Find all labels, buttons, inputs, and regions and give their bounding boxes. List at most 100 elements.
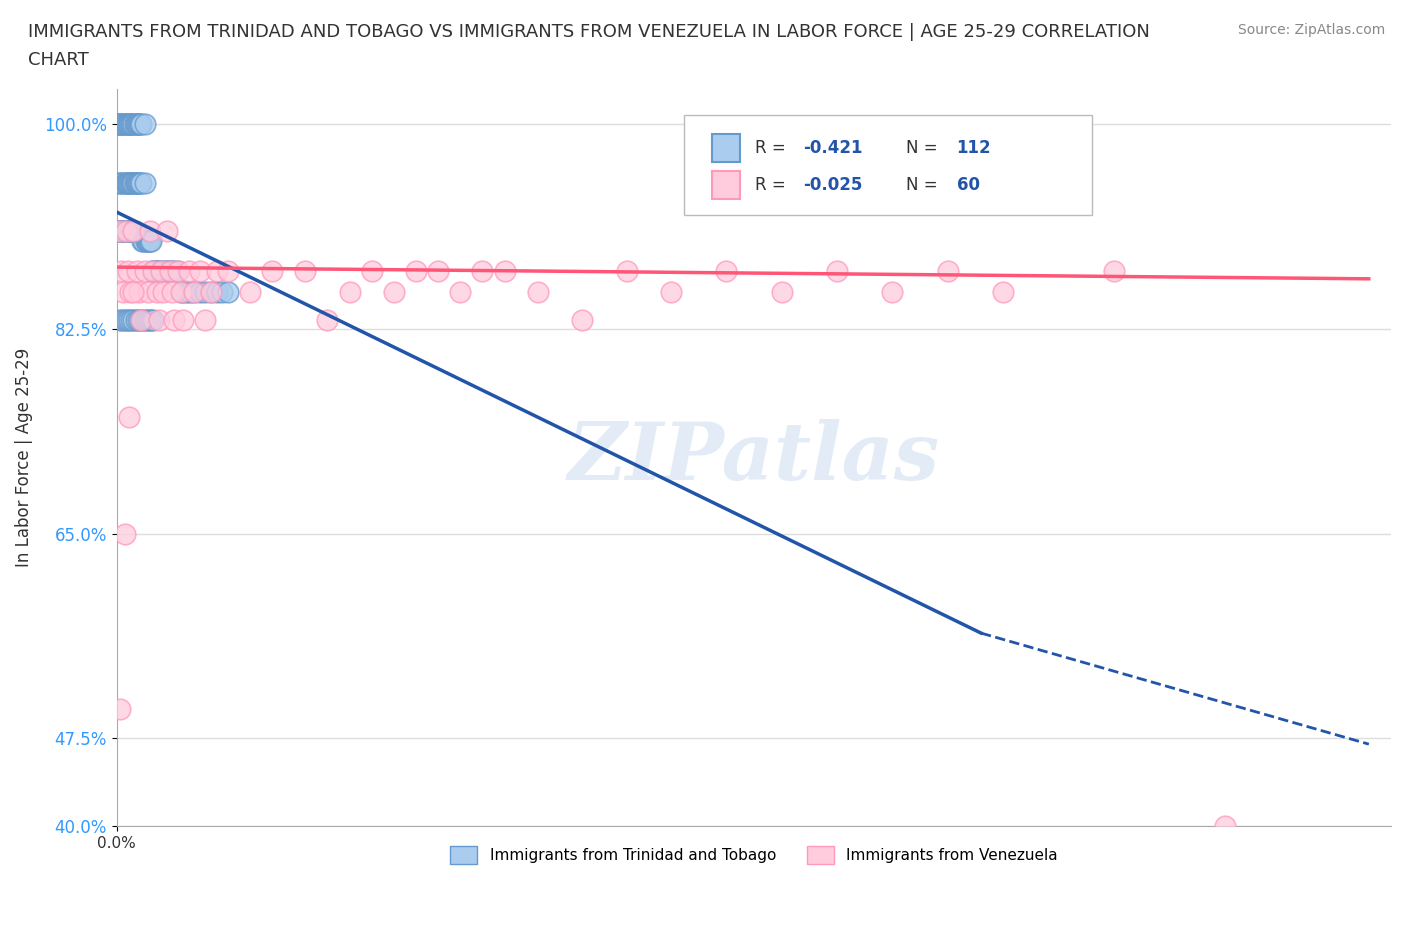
Point: [136, 234, 159, 249]
Point: [124, 312, 146, 327]
Point: [107, 223, 129, 238]
Point: [122, 312, 145, 327]
Point: [129, 117, 152, 132]
Point: [176, 285, 198, 299]
Point: [111, 176, 134, 191]
Point: [141, 263, 163, 278]
Point: [111, 312, 134, 327]
Point: [152, 263, 174, 278]
Point: [142, 263, 165, 278]
Point: [150, 263, 173, 278]
Point: [211, 285, 233, 299]
Point: [125, 117, 148, 132]
Point: [160, 285, 183, 299]
Point: [159, 263, 181, 278]
Point: [145, 285, 167, 299]
Point: [115, 176, 138, 191]
Point: [135, 234, 157, 249]
Point: [120, 117, 142, 132]
Point: [770, 285, 793, 299]
Point: [118, 176, 141, 191]
Point: [141, 234, 163, 249]
Point: [129, 117, 152, 132]
Point: [132, 234, 155, 249]
Point: [571, 312, 593, 327]
Text: Source: ZipAtlas.com: Source: ZipAtlas.com: [1237, 23, 1385, 37]
Point: [117, 176, 139, 191]
Point: [134, 263, 156, 278]
FancyBboxPatch shape: [711, 171, 740, 199]
Point: [471, 263, 494, 278]
Point: [294, 263, 316, 278]
Point: [121, 223, 143, 238]
Point: [170, 285, 193, 299]
Point: [131, 234, 153, 249]
Point: [150, 263, 173, 278]
Point: [122, 223, 145, 238]
Point: [111, 223, 134, 238]
Point: [124, 117, 146, 132]
Point: [659, 285, 682, 299]
Point: [1213, 818, 1236, 833]
Point: [129, 312, 152, 327]
Point: [188, 285, 211, 299]
Point: [135, 234, 157, 249]
Point: [115, 223, 138, 238]
Point: [179, 285, 201, 299]
Point: [143, 263, 166, 278]
Point: [172, 285, 194, 299]
Point: [127, 176, 149, 191]
Point: [882, 285, 904, 299]
Point: [166, 263, 188, 278]
Point: [156, 223, 179, 238]
Point: [108, 223, 131, 238]
Point: [122, 223, 145, 238]
Point: [122, 285, 145, 299]
Point: [128, 285, 150, 299]
Point: [120, 223, 142, 238]
Point: [111, 117, 134, 132]
Point: [449, 285, 471, 299]
Point: [260, 263, 283, 278]
Point: [112, 117, 135, 132]
Point: [114, 117, 136, 132]
Point: [155, 263, 177, 278]
Point: [145, 263, 167, 278]
Point: [114, 223, 136, 238]
Point: [115, 117, 138, 132]
Point: [527, 285, 550, 299]
Point: [117, 223, 139, 238]
FancyBboxPatch shape: [711, 134, 740, 163]
Point: [114, 117, 136, 132]
Point: [160, 263, 183, 278]
Point: [114, 176, 136, 191]
Point: [200, 285, 222, 299]
Text: R =: R =: [755, 140, 792, 157]
Point: [124, 223, 146, 238]
Point: [110, 117, 132, 132]
Point: [129, 176, 152, 191]
Point: [382, 285, 405, 299]
Point: [183, 285, 205, 299]
Point: [152, 285, 174, 299]
Text: 60: 60: [956, 176, 980, 194]
Point: [194, 285, 217, 299]
Point: [339, 285, 361, 299]
Point: [172, 312, 194, 327]
Point: [114, 312, 136, 327]
Point: [163, 312, 186, 327]
Point: [128, 176, 150, 191]
Point: [120, 223, 142, 238]
Point: [183, 285, 205, 299]
Point: [118, 117, 141, 132]
Point: [120, 176, 142, 191]
Point: [127, 117, 149, 132]
Point: [136, 285, 159, 299]
Point: [616, 263, 638, 278]
Point: [112, 285, 135, 299]
Text: N =: N =: [905, 176, 942, 194]
Point: [114, 176, 136, 191]
Point: [127, 312, 149, 327]
Point: [129, 312, 152, 327]
Point: [112, 223, 135, 238]
